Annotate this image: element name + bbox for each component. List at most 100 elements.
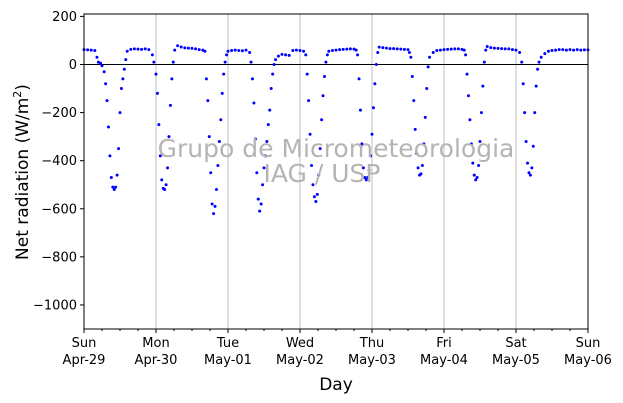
data-point xyxy=(225,53,229,57)
data-point xyxy=(261,183,265,187)
data-point xyxy=(105,99,109,103)
data-point xyxy=(248,50,252,54)
data-point xyxy=(318,147,322,151)
x-tick-label-day: Sun xyxy=(72,336,97,351)
data-point xyxy=(197,48,201,52)
data-point xyxy=(170,77,174,81)
data-point xyxy=(250,77,254,81)
data-point xyxy=(420,163,424,167)
data-point xyxy=(115,173,119,177)
data-point xyxy=(252,101,256,105)
data-point xyxy=(371,106,375,110)
data-point xyxy=(475,176,479,180)
x-tick-label-day: Fri xyxy=(436,336,452,351)
data-point xyxy=(528,173,532,177)
data-point xyxy=(438,48,442,52)
data-point xyxy=(179,45,183,49)
data-point xyxy=(537,60,541,64)
watermark-line2: IAG / USP xyxy=(264,159,381,188)
data-point xyxy=(166,166,170,170)
data-point xyxy=(446,47,450,51)
data-point xyxy=(129,47,133,51)
data-point xyxy=(111,185,115,189)
data-point xyxy=(298,49,302,53)
data-point xyxy=(190,46,194,50)
data-point xyxy=(536,67,540,71)
y-tick-label: −600 xyxy=(41,202,77,217)
data-point xyxy=(510,48,514,52)
data-point xyxy=(338,48,342,52)
data-point xyxy=(543,52,547,56)
data-point xyxy=(89,48,93,52)
data-point xyxy=(171,60,175,64)
data-point xyxy=(423,115,427,119)
data-point xyxy=(428,55,432,59)
data-point xyxy=(489,46,493,50)
data-point xyxy=(356,53,360,57)
data-point xyxy=(435,49,439,53)
y-tick-label: −800 xyxy=(41,250,77,265)
data-point xyxy=(376,50,380,54)
data-point xyxy=(209,171,213,175)
data-point xyxy=(125,49,129,53)
data-point xyxy=(392,47,396,51)
data-point xyxy=(324,60,328,64)
data-point xyxy=(249,60,253,64)
data-point xyxy=(154,72,158,76)
data-point xyxy=(327,49,331,53)
data-point xyxy=(152,60,156,64)
data-point xyxy=(579,48,583,52)
data-point xyxy=(568,48,572,52)
data-point xyxy=(255,171,259,175)
data-point xyxy=(311,183,315,187)
data-point xyxy=(416,166,420,170)
data-point xyxy=(422,142,426,146)
data-point xyxy=(431,50,435,54)
data-point xyxy=(237,49,241,53)
data-point xyxy=(465,72,469,76)
data-point xyxy=(496,46,500,50)
data-point xyxy=(114,185,118,189)
data-point xyxy=(167,135,171,139)
data-point xyxy=(561,48,565,52)
x-tick-label-day: Sat xyxy=(505,336,526,351)
y-tick-label: −1000 xyxy=(33,298,77,313)
data-point xyxy=(395,47,399,51)
data-point xyxy=(330,49,334,53)
x-tick-label-date: May-06 xyxy=(564,353,612,368)
data-point xyxy=(223,60,227,64)
data-point xyxy=(95,55,99,59)
data-point xyxy=(407,50,411,54)
data-point xyxy=(361,166,365,170)
data-point xyxy=(258,209,262,213)
data-point xyxy=(204,77,208,81)
data-point xyxy=(308,132,312,136)
data-point xyxy=(521,82,525,86)
data-point xyxy=(219,118,223,122)
data-point xyxy=(86,48,90,52)
data-point xyxy=(183,46,187,50)
data-point xyxy=(453,47,457,51)
data-point xyxy=(294,48,298,52)
x-axis-title: Day xyxy=(319,375,353,395)
data-point xyxy=(147,48,151,52)
x-tick-label-day: Sun xyxy=(576,336,601,351)
data-point xyxy=(222,72,226,76)
data-point xyxy=(425,87,429,91)
data-point xyxy=(369,154,373,158)
data-point xyxy=(557,48,561,52)
data-point xyxy=(360,142,364,146)
data-point xyxy=(207,135,211,139)
data-point xyxy=(370,132,374,136)
data-point xyxy=(388,47,392,51)
data-point xyxy=(524,139,528,143)
data-point xyxy=(253,137,257,141)
data-point xyxy=(358,108,362,112)
data-point xyxy=(348,47,352,51)
data-point xyxy=(531,144,535,148)
data-point xyxy=(307,99,311,103)
x-tick-label-date: May-03 xyxy=(348,353,396,368)
data-point xyxy=(302,49,306,53)
data-point xyxy=(442,48,446,52)
